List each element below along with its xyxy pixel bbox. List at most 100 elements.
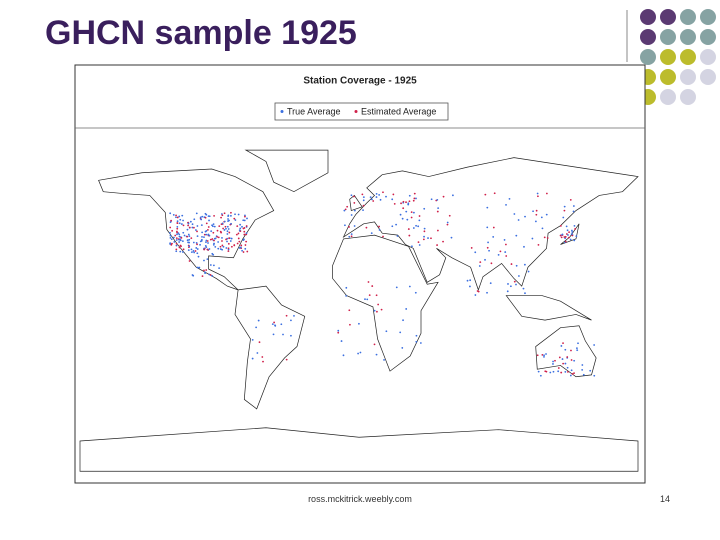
station-dot	[486, 226, 489, 229]
station-dot	[193, 218, 196, 221]
station-dot	[572, 205, 575, 207]
station-dot	[486, 291, 488, 294]
station-dot	[237, 213, 240, 216]
station-dot	[364, 298, 366, 301]
station-dot	[418, 215, 421, 217]
station-dot	[181, 251, 184, 253]
station-dot	[233, 244, 236, 246]
station-dot	[518, 275, 520, 277]
station-dot	[573, 372, 575, 375]
station-dot	[560, 345, 563, 347]
station-dot	[209, 264, 212, 266]
station-dot	[237, 237, 240, 240]
station-dot	[559, 225, 562, 227]
station-dot	[176, 233, 178, 236]
station-dot	[410, 216, 413, 219]
station-dot	[436, 210, 439, 213]
station-dot	[570, 229, 573, 232]
station-dot	[379, 198, 382, 201]
station-dot	[197, 255, 200, 258]
station-dot	[209, 273, 212, 276]
station-dot	[245, 240, 248, 243]
station-dot	[207, 228, 209, 231]
station-dot	[345, 294, 348, 297]
station-dot	[189, 220, 192, 223]
station-dot	[395, 286, 398, 289]
station-dot	[196, 243, 198, 246]
station-dot	[477, 290, 480, 293]
station-dot	[536, 354, 539, 357]
station-dot	[200, 218, 203, 221]
station-dot	[226, 225, 229, 228]
station-dot	[204, 216, 207, 219]
station-dot	[567, 234, 569, 236]
corner-dot	[640, 9, 656, 25]
landmass	[98, 168, 275, 291]
station-dot	[407, 203, 410, 206]
station-dot	[415, 340, 418, 343]
station-dot	[486, 246, 489, 249]
station-dot	[230, 245, 233, 248]
station-dot	[362, 196, 365, 199]
station-dot	[581, 368, 584, 371]
station-dot	[188, 260, 191, 262]
station-dot	[199, 216, 202, 219]
station-dot	[176, 220, 179, 223]
station-dot	[201, 215, 204, 218]
station-dot	[408, 194, 411, 197]
station-dot	[557, 370, 560, 373]
station-dot	[564, 348, 567, 351]
landmass	[332, 234, 439, 372]
station-dot	[564, 235, 567, 238]
station-dot	[208, 248, 211, 250]
station-dot	[219, 245, 222, 248]
station-dot	[187, 249, 190, 251]
station-dot	[359, 351, 362, 354]
station-dot	[537, 370, 540, 373]
station-dot	[492, 236, 495, 238]
station-dot	[446, 221, 449, 224]
station-dot	[348, 309, 351, 312]
station-dot	[193, 251, 196, 254]
corner-dot	[660, 9, 676, 25]
corner-dot	[680, 89, 696, 105]
station-dot	[201, 275, 204, 278]
station-dot	[541, 353, 544, 356]
station-dot	[212, 264, 215, 267]
station-dot	[513, 213, 516, 215]
station-dot	[571, 231, 574, 233]
station-dot	[169, 212, 172, 215]
station-dot	[392, 193, 395, 196]
station-dot	[487, 241, 489, 244]
station-dot	[192, 250, 195, 252]
station-dot	[413, 211, 415, 214]
station-dot	[234, 219, 237, 221]
station-dot	[509, 285, 512, 288]
station-dot	[385, 330, 388, 333]
station-dot	[208, 219, 210, 222]
corner-dot	[680, 49, 696, 65]
station-dot	[582, 373, 585, 376]
station-dot	[183, 234, 186, 237]
station-dot	[223, 212, 226, 215]
station-dot	[178, 222, 181, 225]
station-dot	[399, 213, 402, 216]
station-dot	[220, 216, 222, 219]
station-dot	[545, 192, 548, 195]
station-dot	[207, 242, 209, 244]
station-dot	[192, 274, 195, 277]
station-dot	[175, 239, 178, 241]
corner-dot	[660, 49, 676, 65]
station-dot	[357, 352, 359, 355]
station-dot	[537, 195, 539, 198]
station-dot	[566, 229, 569, 232]
station-dot	[226, 240, 228, 243]
station-dot	[181, 240, 184, 243]
station-dot	[408, 234, 411, 237]
station-dot	[217, 236, 220, 239]
station-dot	[484, 193, 487, 196]
station-dot	[178, 215, 181, 218]
station-dot	[209, 238, 212, 241]
station-dot	[175, 244, 178, 247]
station-dot	[224, 225, 227, 228]
